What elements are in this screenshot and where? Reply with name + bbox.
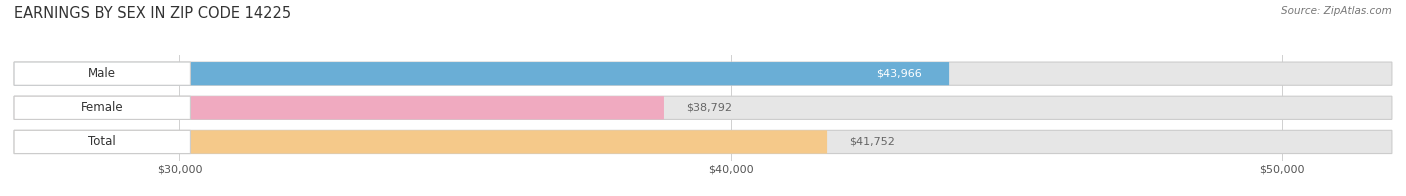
- Text: Total: Total: [89, 135, 117, 148]
- Text: $38,792: $38,792: [686, 103, 733, 113]
- Text: EARNINGS BY SEX IN ZIP CODE 14225: EARNINGS BY SEX IN ZIP CODE 14225: [14, 6, 291, 21]
- FancyBboxPatch shape: [14, 96, 664, 119]
- FancyBboxPatch shape: [14, 96, 1392, 119]
- Text: Female: Female: [82, 101, 124, 114]
- Text: $41,752: $41,752: [849, 137, 896, 147]
- FancyBboxPatch shape: [14, 62, 190, 85]
- FancyBboxPatch shape: [14, 62, 1392, 85]
- FancyBboxPatch shape: [14, 96, 190, 119]
- Text: Male: Male: [89, 67, 117, 80]
- FancyBboxPatch shape: [14, 130, 827, 153]
- FancyBboxPatch shape: [14, 130, 1392, 153]
- Text: $43,966: $43,966: [876, 69, 921, 79]
- Text: Source: ZipAtlas.com: Source: ZipAtlas.com: [1281, 6, 1392, 16]
- FancyBboxPatch shape: [14, 130, 190, 153]
- FancyBboxPatch shape: [14, 62, 949, 85]
